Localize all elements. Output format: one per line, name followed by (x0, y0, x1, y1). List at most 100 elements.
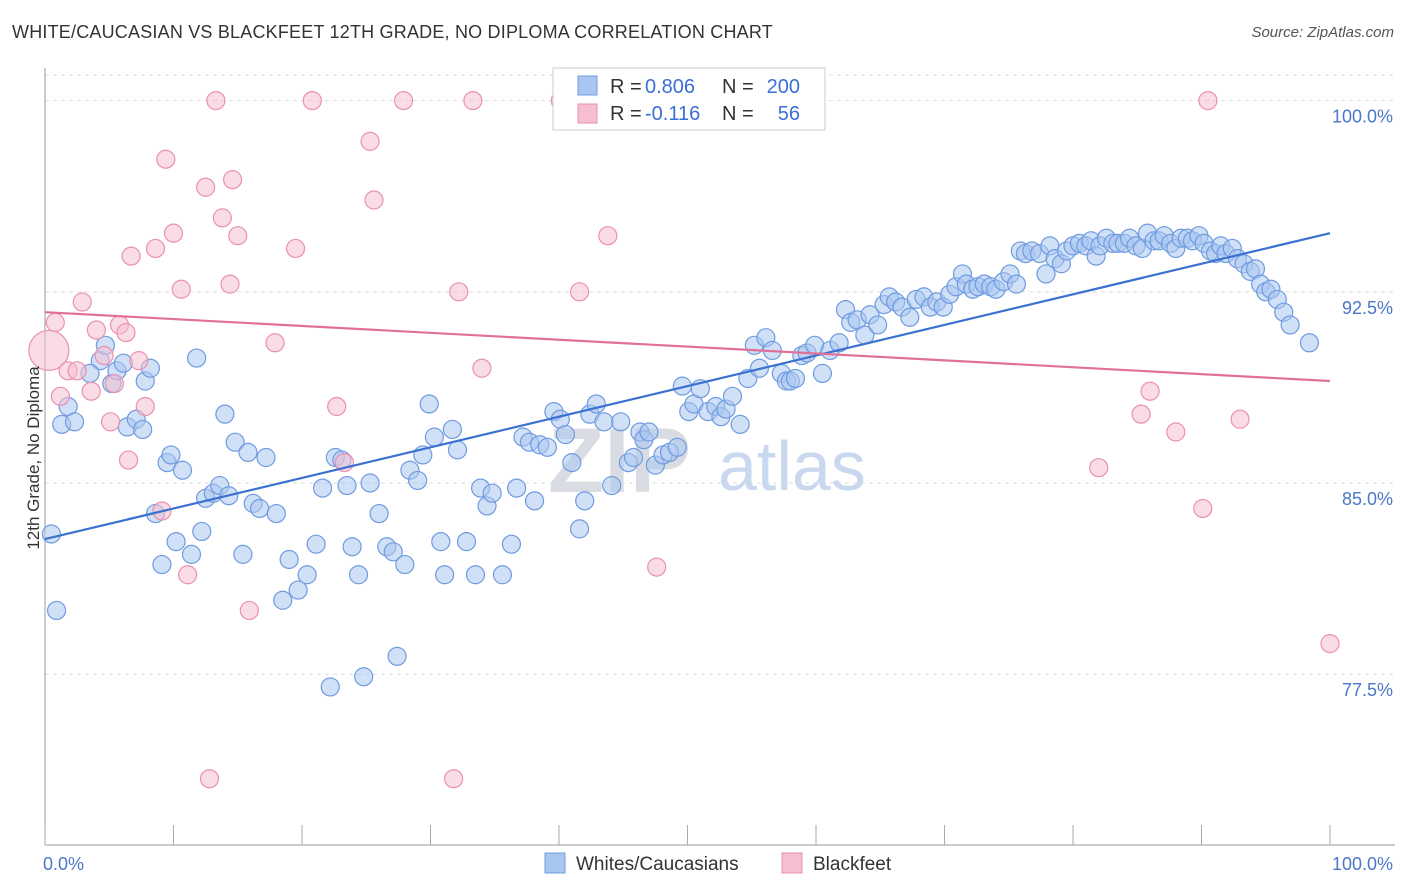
axes (44, 68, 1395, 846)
point-blackfeet-49 (1131, 404, 1151, 424)
bottom-legend-label-whites: Whites/Caucasians (576, 854, 739, 875)
point-whites-64 (447, 440, 468, 460)
point-whites-53 (383, 542, 403, 562)
point-whites-46 (337, 475, 357, 496)
point-whites-88 (611, 412, 631, 432)
point-whites-24 (192, 521, 212, 542)
chart-title: WHITE/CAUCASIAN VS BLACKFEET 12TH GRADE,… (12, 22, 773, 42)
point-whites-17 (152, 554, 172, 575)
point-whites-61 (431, 532, 451, 552)
point-whites-133 (900, 307, 920, 327)
watermark-atlas: atlas (718, 427, 866, 505)
point-whites-50 (360, 473, 380, 493)
point-blackfeet-37 (364, 190, 384, 210)
point-blackfeet-46 (647, 557, 667, 577)
point-blackfeet-19 (156, 149, 176, 169)
point-whites-116 (785, 368, 806, 389)
point-whites-81 (562, 452, 582, 473)
point-blackfeet-42 (472, 358, 492, 378)
point-whites-199 (1299, 333, 1320, 353)
point-whites-86 (594, 412, 614, 432)
point-whites-55 (395, 554, 415, 575)
point-blackfeet-17 (145, 238, 166, 259)
point-blackfeet-44 (569, 282, 590, 302)
point-whites-22 (181, 544, 202, 564)
x-tick-label-1: 100.0% (1332, 854, 1393, 874)
source-credit: Source: ZipAtlas.com (1251, 24, 1394, 41)
point-whites-19 (161, 445, 181, 465)
point-whites-128 (868, 315, 888, 335)
point-whites-65 (456, 532, 477, 552)
legend: R = 0.806 N = 200 R = -0.116 N = 56 (552, 67, 826, 131)
point-blackfeet-29 (228, 226, 248, 246)
point-blackfeet-23 (196, 177, 216, 197)
point-whites-38 (279, 549, 299, 570)
point-whites-41 (306, 534, 326, 554)
point-whites-30 (225, 432, 245, 452)
legend-box (552, 67, 826, 131)
point-blackfeet-8 (94, 345, 114, 366)
point-blackfeet-55 (1320, 634, 1340, 654)
point-blackfeet-12 (116, 322, 136, 343)
point-whites-72 (506, 478, 527, 498)
point-whites-34 (249, 498, 270, 519)
point-whites-155 (1036, 264, 1056, 284)
point-whites-54 (387, 646, 407, 666)
point-whites-20 (166, 532, 186, 552)
point-blackfeet-27 (220, 274, 240, 294)
point-blackfeet-5 (72, 292, 92, 312)
legend-r-value-blackfeet: -0.116 (645, 103, 700, 125)
bottom-legend-swatch-blackfeet (781, 852, 803, 874)
point-blackfeet-40 (449, 282, 469, 302)
point-whites-39 (288, 580, 308, 600)
point-blackfeet-1 (45, 312, 65, 332)
legend-r-label-blackfeet: R = (610, 103, 642, 125)
trend-line-whites (44, 232, 1331, 541)
point-blackfeet-10 (104, 373, 124, 394)
point-whites-4 (64, 412, 85, 432)
point-blackfeet-28 (223, 170, 243, 190)
point-whites-150 (1006, 274, 1027, 294)
point-whites-75 (524, 491, 545, 511)
point-blackfeet-45 (598, 226, 618, 246)
x-tick-label-0: 0.0% (43, 854, 84, 874)
point-blackfeet-2 (50, 386, 71, 406)
point-whites-82 (569, 519, 590, 539)
bottom-legend-swatch-whites (544, 852, 566, 874)
trend-lines (44, 232, 1331, 541)
point-whites-60 (424, 427, 444, 447)
point-whites-36 (266, 503, 286, 524)
x-tick-labels: 0.0% 100.0% (43, 854, 1393, 874)
point-blackfeet-51 (1166, 422, 1186, 442)
point-blackfeet-9 (100, 412, 121, 432)
y-tick-label-0: 77.5% (1342, 680, 1393, 700)
point-blackfeet-6 (81, 381, 101, 401)
point-whites-49 (354, 667, 374, 687)
legend-n-label-whites: N = (722, 76, 754, 98)
point-blackfeet-21 (171, 279, 191, 299)
point-whites-21 (172, 460, 193, 480)
point-whites-40 (297, 565, 317, 585)
point-whites-77 (537, 437, 558, 457)
point-whites-93 (639, 422, 659, 442)
point-whites-48 (348, 565, 369, 585)
legend-r-value-whites: 0.806 (645, 76, 695, 98)
point-whites-23 (187, 348, 207, 368)
point-blackfeet-41 (463, 90, 483, 111)
point-blackfeet-7 (86, 320, 107, 340)
point-whites-122 (829, 333, 849, 353)
point-whites-63 (442, 419, 462, 440)
point-whites-47 (342, 537, 362, 557)
point-whites-97 (667, 437, 687, 457)
point-whites-57 (408, 470, 428, 491)
point-whites-198 (1280, 315, 1300, 335)
point-blackfeet-26 (212, 208, 232, 228)
point-blackfeet-0 (28, 329, 70, 372)
point-whites-90 (623, 447, 644, 468)
point-blackfeet-54 (1230, 409, 1250, 429)
point-whites-71 (501, 534, 522, 554)
point-whites-70 (492, 565, 513, 585)
point-whites-106 (722, 386, 743, 406)
point-whites-28 (215, 404, 235, 424)
point-blackfeet-24 (199, 769, 220, 789)
